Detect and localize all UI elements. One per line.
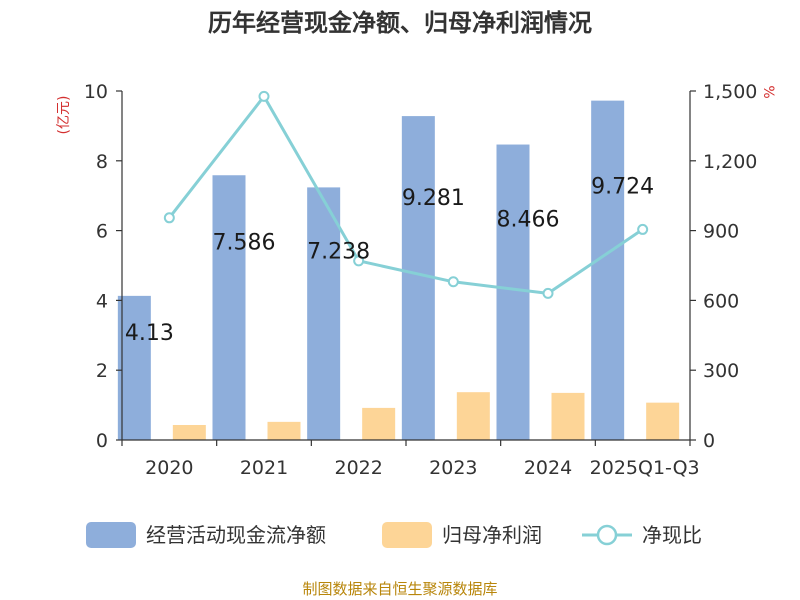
data-labels-layer: 4.13 7.586 7.238 9.281 8.466 9.724	[125, 174, 654, 345]
bar-cash-flow	[496, 144, 530, 440]
point-ratio	[447, 276, 459, 288]
y-right-tick-label: 1,200	[703, 151, 757, 173]
legend-label-net-profit: 归母净利润	[442, 523, 542, 547]
x-tick-label: 2025Q1-Q3	[590, 457, 700, 479]
legend-swatch-ratio-marker	[596, 524, 618, 546]
bar-net-profit	[362, 407, 396, 440]
bar-net-profit	[551, 392, 585, 440]
x-tick-label: 2024	[524, 457, 572, 479]
line-ratio	[168, 94, 644, 295]
legend-item-ratio[interactable]: 净现比	[582, 523, 702, 547]
legend-item-net-profit[interactable]: 归母净利润	[382, 522, 542, 548]
bar-net-profit	[267, 421, 301, 440]
y-right-tick-label: 1,500	[703, 81, 757, 103]
bar-net-profit	[172, 424, 206, 440]
y-right-tick-label: 900	[703, 221, 739, 243]
bar-cash-flow	[307, 187, 341, 440]
bar-cash-flow	[117, 295, 151, 440]
data-label-cash-flow: 9.724	[591, 174, 654, 199]
data-label-cash-flow: 8.466	[497, 207, 560, 232]
left-axis-unit: (亿元)	[56, 96, 72, 135]
bar-cash-flow	[212, 175, 246, 440]
data-label-cash-flow: 4.13	[125, 321, 174, 346]
point-ratio	[258, 90, 270, 102]
legend-swatch-net-profit	[382, 522, 432, 548]
bar-net-profit	[646, 402, 680, 440]
legend-label-cash-flow: 经营活动现金流净额	[146, 523, 326, 547]
x-tick-label: 2020	[145, 457, 193, 479]
bar-cash-flow	[401, 116, 435, 440]
y-left-tick-label: 6	[96, 221, 108, 243]
legend-item-cash-flow[interactable]: 经营活动现金流净额	[86, 522, 326, 548]
data-label-cash-flow: 7.586	[213, 230, 276, 255]
y-left-tick-label: 0	[96, 430, 108, 452]
bar-cash-flow	[591, 100, 625, 441]
right-axis-unit: %	[760, 85, 776, 98]
legend: 经营活动现金流净额 归母净利润 净现比	[86, 522, 702, 548]
x-tick-label: 2022	[334, 457, 382, 479]
chart-title: 历年经营现金净额、归母净利润情况	[208, 9, 592, 37]
y-left-tick-label: 8	[96, 151, 108, 173]
x-tick-label: 2023	[429, 457, 477, 479]
point-ratio	[637, 223, 649, 235]
bars-layer	[117, 100, 680, 441]
point-ratio	[163, 212, 175, 224]
y-right-tick-label: 300	[703, 360, 739, 382]
data-label-cash-flow: 7.238	[307, 240, 370, 265]
y-left-tick-label: 10	[84, 81, 108, 103]
legend-label-ratio: 净现比	[642, 523, 702, 547]
bar-net-profit	[456, 392, 490, 440]
point-ratio	[353, 255, 365, 267]
y-left-tick-label: 4	[96, 290, 108, 312]
y-left-tick-label: 2	[96, 360, 108, 382]
data-label-cash-flow: 9.281	[402, 186, 465, 211]
x-tick-label: 2021	[240, 457, 288, 479]
axes-layer: 0 2 4 6 8 10 0 300 600 900 1,200 1,500 2020 2021 2022 2…	[84, 81, 758, 479]
y-right-tick-label: 0	[703, 430, 715, 452]
y-right-tick-label: 600	[703, 290, 739, 312]
line-layer	[163, 90, 649, 299]
source-note: 制图数据来自恒生聚源数据库	[302, 580, 497, 598]
point-ratio	[542, 287, 554, 299]
legend-swatch-cash-flow	[86, 522, 136, 548]
